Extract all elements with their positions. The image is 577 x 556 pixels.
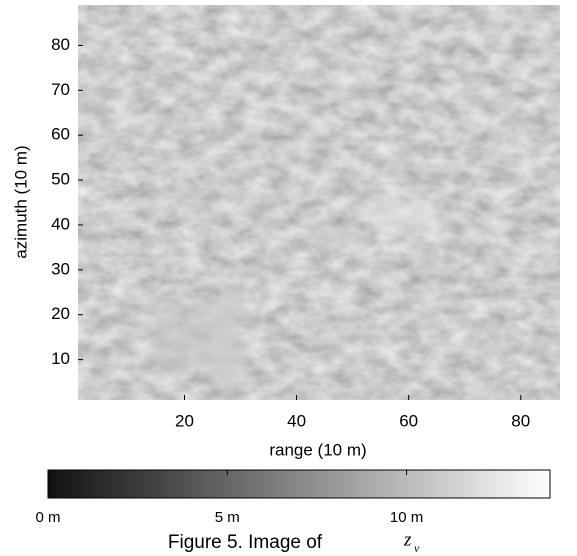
image xyxy=(78,5,560,400)
x-tick-label: 60 xyxy=(399,411,418,430)
colorbar xyxy=(47,469,551,499)
caption-subscript: v xyxy=(414,541,420,555)
caption-symbol: z xyxy=(403,529,412,550)
y-tick-label: 80 xyxy=(51,35,70,54)
y-tick-label: 50 xyxy=(51,170,70,189)
colorbar-tick-label: 0 m xyxy=(35,509,60,526)
x-tick-label: 20 xyxy=(175,411,194,430)
y-tick-label: 20 xyxy=(51,304,70,323)
bright-areas xyxy=(150,202,432,390)
y-tick-label: 30 xyxy=(51,259,70,278)
x-tick-label: 40 xyxy=(287,411,306,430)
y-tick-label: 10 xyxy=(51,349,70,368)
colorbar-tick-label: 5 m xyxy=(215,509,240,526)
x-tick-label: 80 xyxy=(511,411,530,430)
y-axis-label: azimuth (10 m) xyxy=(11,145,30,258)
y-tick-label: 60 xyxy=(51,125,70,144)
y-tick-label: 40 xyxy=(51,214,70,233)
y-tick-label: 70 xyxy=(51,80,70,99)
colorbar-tick-label: 10 m xyxy=(390,509,423,526)
x-axis-label: range (10 m) xyxy=(269,440,366,459)
caption: Figure 5. Image of xyxy=(168,532,323,553)
